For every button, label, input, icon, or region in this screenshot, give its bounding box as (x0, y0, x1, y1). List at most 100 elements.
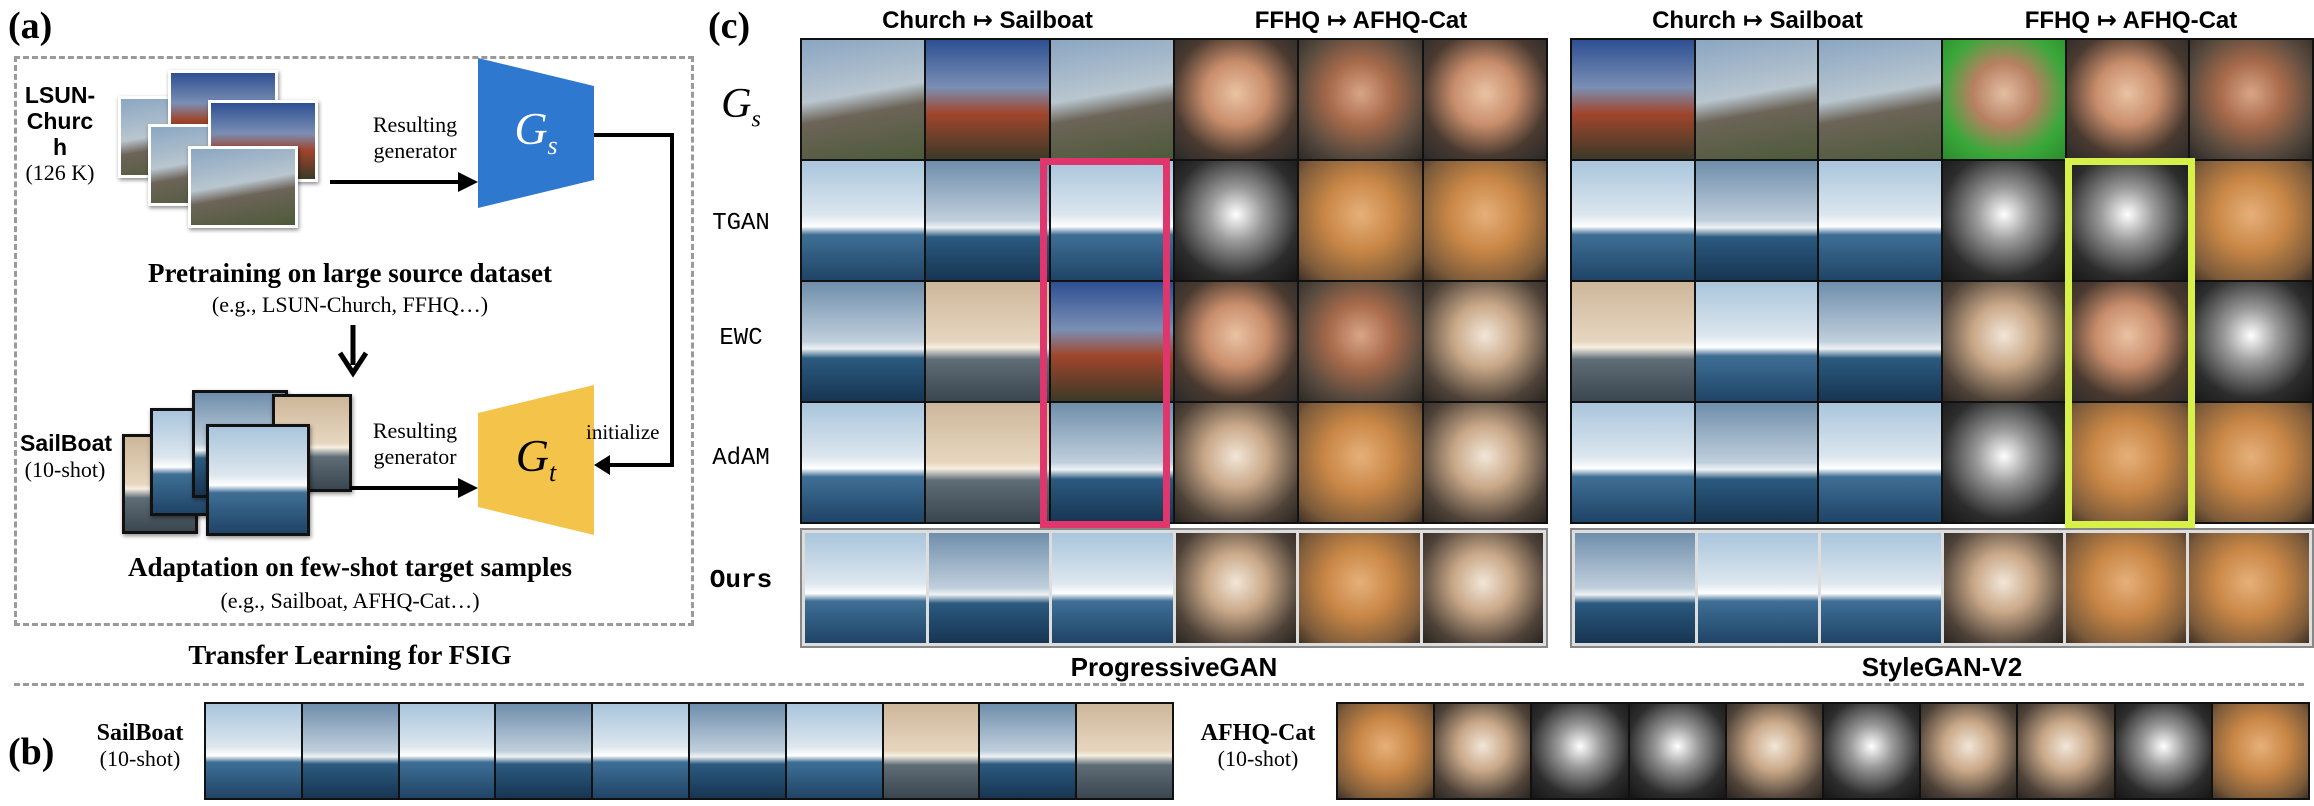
col-head-church-sailboat-left: Church ↦ Sailboat (882, 7, 1093, 34)
afhq-cat-10shot-strip (1336, 702, 2310, 800)
stylegan-ours-row (1570, 528, 2314, 648)
result-image (1942, 282, 2065, 401)
model-label-stylegan-v2: StyleGAN-V2 (1861, 652, 2023, 682)
cat-sample (1435, 704, 1531, 798)
highlight-box-left (1040, 158, 1170, 528)
result-image (1175, 282, 1298, 401)
ours-image (1052, 533, 1173, 643)
generator-gt-label: Gt (515, 430, 557, 488)
result-image (1572, 282, 1694, 401)
ours-image (1575, 533, 1695, 643)
result-image (1572, 403, 1694, 522)
result-image (926, 161, 1049, 280)
result-image (1695, 282, 1818, 401)
ours-image (1820, 533, 1941, 643)
panel-a-tag: (a) (8, 5, 53, 47)
ours-image (2066, 533, 2187, 643)
row-label-tgan: TGAN (712, 210, 770, 237)
highlight-box-right (2065, 158, 2195, 528)
ours-image (805, 533, 926, 643)
source-image (188, 146, 298, 228)
afhq-cat-shots: (10-shot) (1217, 746, 1299, 771)
sailboat-10shot-strip (204, 702, 1174, 800)
result-image (1299, 40, 1422, 159)
result-image (2190, 40, 2312, 159)
result-image (802, 282, 925, 401)
generator-gt-shape (478, 385, 594, 535)
row-label-gs: Gs (721, 81, 761, 133)
cat-sample (2212, 704, 2309, 798)
cat-sample (2018, 704, 2114, 798)
target-image (206, 424, 310, 536)
arrow-down-icon (337, 325, 369, 378)
result-image (802, 161, 925, 280)
result-image (1819, 161, 1941, 280)
initialize-arrow-icon (594, 133, 674, 475)
result-image (802, 40, 925, 159)
result-image (1572, 161, 1694, 280)
target-dataset-label: SailBoat (10-shot) (20, 430, 113, 483)
progressivegan-result-grid (800, 38, 1548, 524)
initialize-label: initialize (586, 420, 660, 444)
result-image (1175, 403, 1298, 522)
result-image (2066, 40, 2189, 159)
result-image (1423, 282, 1546, 401)
result-image (1050, 161, 1173, 280)
result-image (1695, 161, 1818, 280)
afhq-cat-label: AFHQ-Cat (10-shot) (1188, 720, 1328, 772)
result-image (1299, 161, 1422, 280)
sailboat-sample (980, 704, 1076, 798)
sailboat-sample (786, 704, 882, 798)
panel-a-footer: Transfer Learning for FSIG (188, 640, 512, 670)
col-head-church-sailboat-right: Church ↦ Sailboat (1652, 7, 1863, 34)
source-dataset-size: (126 K) (25, 160, 95, 185)
sailboat-shots: (10-shot) (99, 746, 181, 771)
source-dataset-name: LSUN-Church (24, 82, 96, 160)
cat-sample (2115, 704, 2211, 798)
result-image (2190, 282, 2312, 401)
result-image (2066, 282, 2189, 401)
result-image (2190, 403, 2312, 522)
result-image (1695, 403, 1818, 522)
ours-image (1175, 533, 1296, 643)
sailboat-sample (206, 704, 301, 798)
resulting-generator-label-2: Resulting generator (372, 418, 458, 469)
sailboat-sample (399, 704, 495, 798)
result-image (1423, 40, 1546, 159)
sailboat-name: SailBoat (96, 720, 184, 746)
sailboat-sample (1077, 704, 1172, 798)
result-image (1819, 403, 1941, 522)
result-image (1299, 282, 1422, 401)
result-image (1942, 40, 2065, 159)
result-image (1175, 161, 1298, 280)
result-image (1819, 282, 1941, 401)
generator-gs-shape (478, 58, 594, 208)
sailboat-sample (593, 704, 688, 798)
ours-image (928, 533, 1049, 643)
cat-sample (1824, 704, 1920, 798)
arrow-right-icon (330, 172, 478, 192)
progressivegan-ours-row (800, 528, 1548, 648)
result-image (1175, 40, 1298, 159)
result-image (926, 40, 1049, 159)
result-image (1299, 403, 1422, 522)
row-label-adam: AdAM (712, 445, 770, 472)
ours-image (1422, 533, 1543, 643)
pretrain-examples: (e.g., LSUN-Church, FFHQ…) (211, 292, 489, 317)
stylegan-result-grid (1570, 38, 2314, 524)
source-dataset-label: LSUN-Church (126 K) (20, 82, 100, 186)
adapt-examples: (e.g., Sailboat, AFHQ-Cat…) (220, 588, 480, 613)
sailboat-sample (496, 704, 592, 798)
sailboat-label: SailBoat (10-shot) (80, 720, 200, 772)
sailboat-sample (302, 704, 398, 798)
generator-gs-label: Gs (514, 103, 558, 161)
target-dataset-name: SailBoat (20, 430, 113, 456)
ours-image (1943, 533, 2064, 643)
generator-gs: Gs (478, 58, 594, 208)
cat-sample (1921, 704, 2017, 798)
result-image (2066, 161, 2189, 280)
result-image (1050, 282, 1173, 401)
row-label-ewc: EWC (719, 325, 763, 352)
target-dataset-shots: (10-shot) (24, 457, 106, 482)
result-image (1423, 403, 1546, 522)
